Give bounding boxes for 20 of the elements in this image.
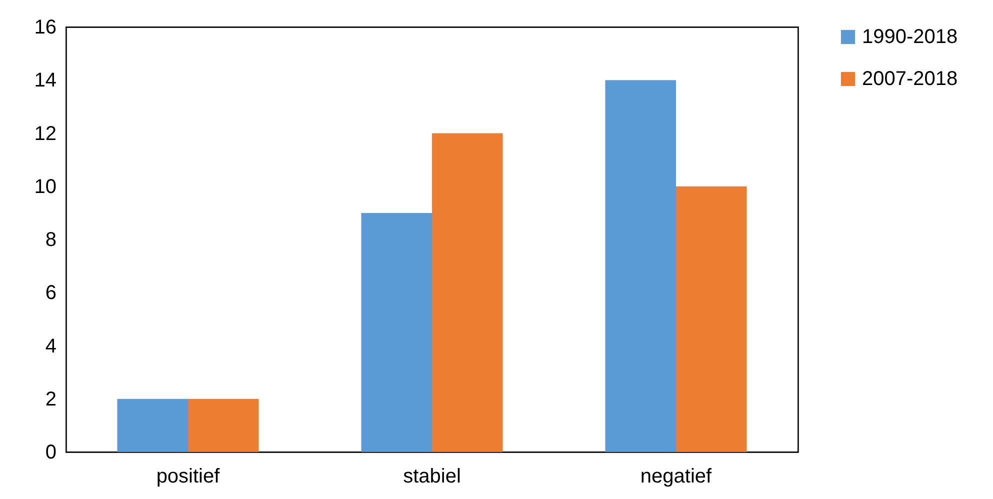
bar xyxy=(432,133,503,452)
bar xyxy=(117,398,188,452)
y-tick-label: 12 xyxy=(34,122,56,145)
bar xyxy=(361,212,432,452)
legend-label: 2007-2018 xyxy=(862,68,958,90)
x-tick-label: positief xyxy=(156,466,220,488)
legend-label: 1990-2018 xyxy=(862,26,958,48)
y-tick-label: 10 xyxy=(34,176,56,198)
y-tick-label: 14 xyxy=(34,70,56,92)
y-tick-label: 4 xyxy=(45,335,56,358)
y-tick-label: 16 xyxy=(34,16,56,38)
x-tick-label: negatief xyxy=(640,466,712,488)
y-tick-label: 0 xyxy=(45,442,56,464)
y-tick-label: 8 xyxy=(45,229,56,251)
y-tick-label: 2 xyxy=(45,388,56,410)
bar xyxy=(676,186,747,452)
y-tick-label: 6 xyxy=(45,282,56,304)
x-tick-label: stabiel xyxy=(403,466,461,488)
bar xyxy=(605,80,676,452)
bar xyxy=(188,398,259,452)
